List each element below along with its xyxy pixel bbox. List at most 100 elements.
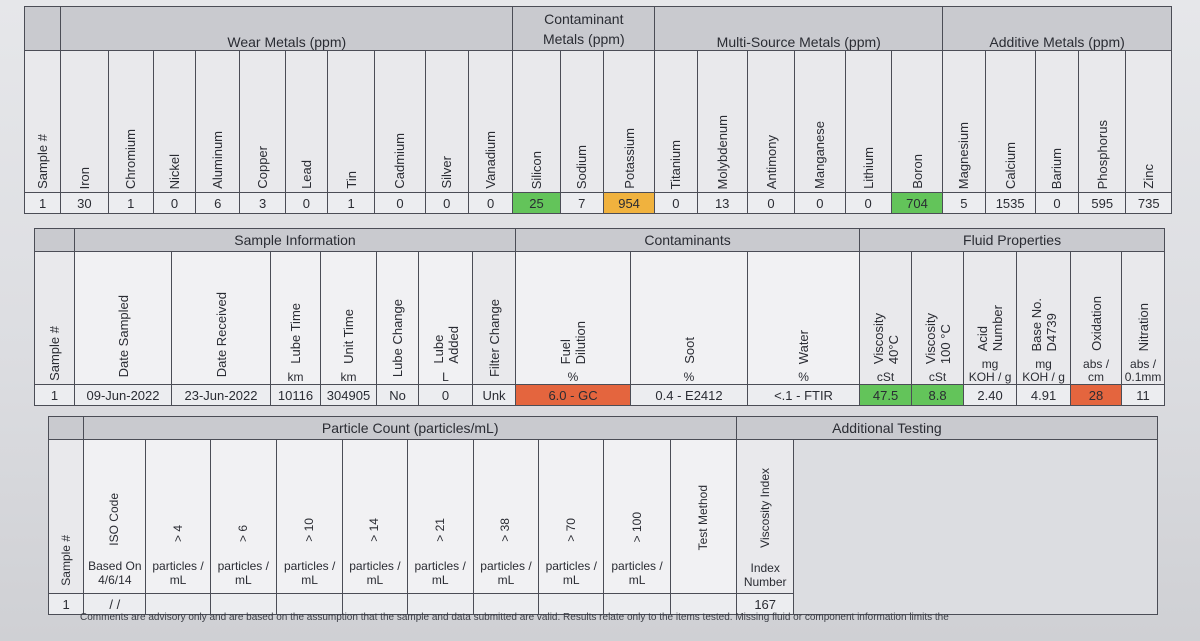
particle-count-table: Particle Count (particles/mL) Additional… (47, 416, 1158, 615)
metal-header-titanium: Titanium (654, 50, 698, 193)
group-contaminant-metals: Contaminant Metals (ppm) (512, 6, 656, 51)
metal-header-molybdenum: Molybdenum (696, 50, 748, 193)
info-value-acid-number: 2.40 (963, 384, 1018, 406)
metal-header-lithium: Lithium (844, 50, 892, 193)
info-value-base-no-d4739: 4.91 (1016, 384, 1072, 406)
particle-unit-6: particles / mL (480, 559, 532, 587)
info-unit-viscosity-40-c: cSt (876, 370, 895, 384)
group-additive-metals: Additive Metals (ppm) (942, 6, 1172, 51)
metal-header-cadmium: Cadmium (374, 50, 426, 193)
info-value-lube-change: No (376, 384, 419, 406)
metal-value-copper: 3 (239, 192, 286, 214)
info-header-viscosity-40-c: Viscosity 40°C cSt (859, 251, 913, 385)
metal-header-antimony: Antimony (746, 50, 796, 193)
info-unit-viscosity-100-c: cSt (928, 370, 947, 384)
test-method-header: Test Method (669, 439, 738, 594)
info-value-fuel-dilution: 6.0 - GC (515, 384, 632, 406)
metal-value-lead: 0 (284, 192, 329, 214)
particle-value-5 (406, 593, 474, 615)
info-value-oxidation: 28 (1070, 384, 1123, 406)
metal-value-phosphorus: 595 (1078, 192, 1127, 214)
metal-value-magnesium: 5 (942, 192, 986, 214)
metal-value-tin: 1 (326, 192, 376, 214)
info-header-lube-change: Lube Change (376, 251, 419, 385)
particle-sample-header: Sample # (47, 439, 85, 594)
info-value-filter-change: Unk (471, 384, 517, 406)
metal-value-silver: 0 (424, 192, 469, 214)
info-unit-lube-time: km (287, 370, 304, 384)
metal-header-silver: Silver (424, 50, 469, 193)
info-header-lube-added: Lube Added L (418, 251, 473, 385)
group-fluid-properties: Fluid Properties (859, 228, 1166, 252)
viscosity-index-unit: Index Number (743, 561, 787, 589)
metal-header-barium: Barium (1034, 50, 1080, 193)
info-header-nitration: Nitration abs / 0.1mm (1121, 251, 1166, 385)
info-unit-fuel-dilution: % (567, 370, 579, 384)
info-header-oxidation: Oxidation abs / cm (1070, 251, 1123, 385)
particle-value-2 (209, 593, 277, 615)
footer-disclaimer: Comments are advisory only and are based… (80, 612, 949, 623)
metals-corner (23, 6, 62, 51)
metal-header-sodium: Sodium (559, 50, 604, 193)
group-additional-testing: Additional Testing (736, 416, 1158, 440)
metal-header-lead: Lead (284, 50, 329, 193)
particle-unit-3: particles / mL (283, 559, 336, 587)
metal-value-barium: 0 (1034, 192, 1080, 214)
metal-value-boron: 704 (890, 192, 944, 214)
particle-unit-7: particles / mL (545, 559, 597, 587)
particle-header-7: > 70 particles / mL (538, 439, 605, 594)
particle-header-3: > 10 particles / mL (275, 439, 344, 594)
metal-value-lithium: 0 (844, 192, 892, 214)
metal-header-silicon: Silicon (512, 50, 561, 193)
metal-value-cadmium: 0 (374, 192, 426, 214)
group-wear-metals: Wear Metals (ppm) (60, 6, 514, 51)
test-method-value (669, 593, 738, 615)
info-header-water: Water% (747, 251, 861, 385)
info-header-unit-time: Unit Time km (320, 251, 377, 385)
info-sample-number: 1 (34, 384, 75, 406)
metal-value-potassium: 954 (602, 192, 656, 214)
metal-value-molybdenum: 13 (696, 192, 748, 214)
metal-header-chromium: Chromium (107, 50, 154, 193)
metal-value-titanium: 0 (654, 192, 698, 214)
info-header-soot: Soot% (630, 251, 749, 385)
metal-value-manganese: 0 (794, 192, 846, 214)
metal-value-nickel: 0 (152, 192, 197, 214)
metal-value-antimony: 0 (746, 192, 796, 214)
info-header-lube-time: Lube Time km (270, 251, 321, 385)
group-contaminants: Contaminants (515, 228, 861, 252)
metals-table: Wear Metals (ppm) Contaminant Metals (pp… (23, 6, 1172, 214)
metal-value-silicon: 25 (512, 192, 561, 214)
particle-unit-8: particles / mL (611, 559, 663, 587)
info-unit-oxidation: abs / cm (1083, 357, 1110, 384)
metal-header-calcium: Calcium (984, 50, 1036, 193)
info-value-nitration: 11 (1121, 384, 1166, 406)
group-multi-source-metals: Multi-Source Metals (ppm) (654, 6, 944, 51)
info-header-date-sampled: Date Sampled (74, 251, 172, 385)
group-sample-information: Sample Information (73, 228, 517, 252)
info-header-viscosity-100-c: Viscosity 100 °C cSt (911, 251, 965, 385)
sample-info-table: Sample Information Contaminants Fluid Pr… (34, 228, 1166, 406)
particle-unit-4: particles / mL (349, 559, 401, 587)
info-unit-lube-added: L (442, 370, 449, 384)
info-header-acid-number: Acid Number mg KOH / g (963, 251, 1018, 385)
info-value-unit-time: 304905 (320, 384, 377, 406)
additional-testing-area (793, 439, 1158, 615)
metal-header-vanadium: Vanadium (467, 50, 514, 193)
group-particle-count: Particle Count (particles/mL) (83, 416, 738, 440)
metal-value-aluminum: 6 (195, 192, 241, 214)
particle-value-4 (342, 593, 408, 615)
particle-unit-1: particles / mL (152, 559, 204, 587)
metal-value-vanadium: 0 (467, 192, 514, 214)
metal-value-chromium: 1 (107, 192, 154, 214)
metal-value-zinc: 735 (1125, 192, 1172, 214)
metal-header-iron: Iron (60, 50, 109, 193)
iso-code-value: / / (83, 593, 147, 615)
particle-value-7 (538, 593, 605, 615)
info-unit-water: % (798, 370, 809, 384)
particle-unit-2: particles / mL (217, 559, 269, 587)
iso-code-header: ISO Code Based On 4/6/14 (83, 439, 147, 594)
metal-value-sodium: 7 (559, 192, 604, 214)
particle-header-8: > 100 particles / mL (603, 439, 671, 594)
info-value-soot: 0.4 - E2412 (630, 384, 749, 406)
